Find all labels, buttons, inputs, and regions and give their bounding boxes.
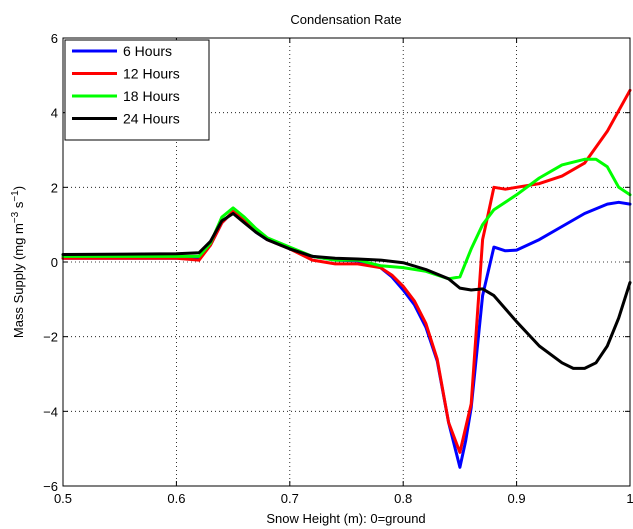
x-tick-label: 0.7: [281, 491, 299, 506]
y-axis-label-sup1: −3: [10, 211, 21, 223]
chart-title: Condensation Rate: [290, 12, 401, 27]
x-tick-label: 0.9: [508, 491, 526, 506]
y-tick-label: 0: [51, 255, 58, 270]
legend: 6 Hours 12 Hours 18 Hours 24 Hours: [64, 39, 210, 141]
series-line-24-hours: [61, 212, 632, 370]
y-tick-label: −4: [43, 404, 58, 419]
y-tick-label: 6: [51, 31, 58, 46]
legend-label: 18 Hours: [123, 88, 180, 104]
series-lines: [61, 88, 632, 469]
y-axis-label-sup2: −1: [10, 190, 21, 202]
y-tick-labels: −6 −4 −2 0 2 4 6: [43, 31, 58, 494]
y-axis-label: Mass Supply (mg m−3 s−1): [10, 186, 26, 338]
legend-label: 6 Hours: [123, 43, 172, 59]
x-tick-label: 1: [626, 491, 633, 506]
legend-label: 24 Hours: [123, 111, 180, 127]
x-tick-label: 0.8: [394, 491, 412, 506]
series-line-12-hours: [61, 88, 632, 454]
y-tick-label: −2: [43, 330, 58, 345]
legend-box: [64, 39, 210, 141]
series-line-18-hours: [61, 157, 632, 281]
y-tick-label: −6: [43, 479, 58, 494]
axis-ticks: [62, 37, 631, 487]
y-axis-label-mid: s: [11, 201, 26, 212]
x-tick-label: 0.5: [54, 491, 72, 506]
y-tick-label: 4: [51, 106, 58, 121]
legend-label: 12 Hours: [123, 66, 180, 82]
x-tick-label: 0.6: [167, 491, 185, 506]
y-axis-label-base: Mass Supply (mg m: [11, 223, 26, 338]
y-axis-label-end: ): [11, 186, 26, 190]
x-axis-label: Snow Height (m): 0=ground: [266, 511, 425, 526]
y-tick-label: 2: [51, 180, 58, 195]
x-tick-labels: 0.5 0.6 0.7 0.8 0.9 1: [54, 491, 633, 506]
